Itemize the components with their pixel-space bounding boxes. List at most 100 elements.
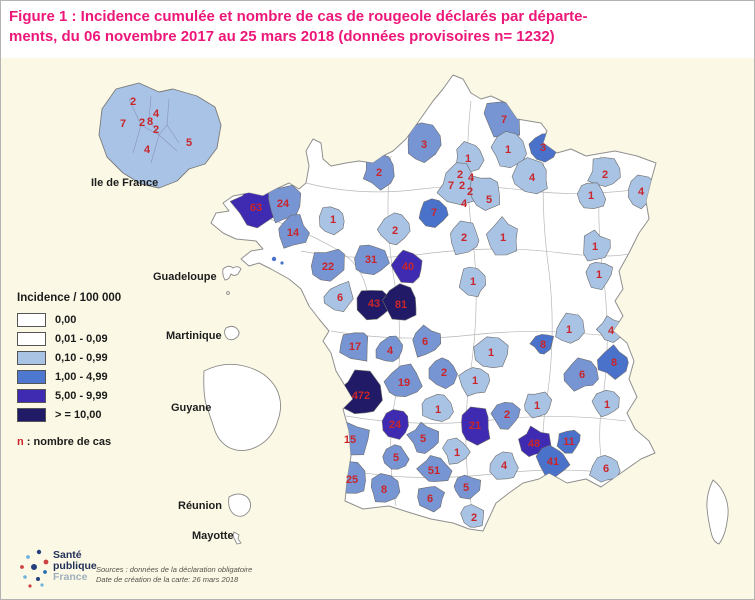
department-area bbox=[382, 444, 410, 470]
label-guadeloupe: Guadeloupe bbox=[153, 271, 217, 283]
department-area bbox=[460, 504, 485, 528]
department-area bbox=[450, 220, 480, 256]
department-area bbox=[627, 174, 656, 210]
case-count: 1 bbox=[330, 214, 336, 226]
case-count: 81 bbox=[395, 299, 407, 311]
department-area bbox=[595, 315, 626, 343]
figure-title-line1: Figure 1 : Incidence cumulée et nombre d… bbox=[9, 8, 588, 25]
legend-item-label: > = 10,00 bbox=[55, 409, 102, 421]
legend-item-label: 1,00 - 4,99 bbox=[55, 371, 108, 383]
spf-logo-line1: Santé bbox=[53, 549, 82, 561]
case-count: 7 bbox=[448, 180, 454, 192]
case-count: 4 bbox=[387, 345, 394, 357]
legend-note-n: n bbox=[17, 436, 24, 448]
case-count: 1 bbox=[596, 269, 602, 281]
legend-item: > = 10,00 bbox=[17, 408, 167, 422]
department-area bbox=[412, 324, 442, 358]
case-count: 14 bbox=[287, 227, 300, 239]
department-area bbox=[490, 131, 527, 169]
legend-swatch bbox=[17, 313, 46, 327]
case-count: 1 bbox=[604, 399, 610, 411]
case-count: 11 bbox=[563, 436, 575, 448]
case-count: 1 bbox=[472, 375, 478, 387]
case-count: 8 bbox=[540, 339, 546, 351]
department-fills bbox=[229, 101, 656, 528]
label-ile-de-france: Ile de France bbox=[91, 177, 159, 189]
martinique-shape bbox=[224, 325, 240, 341]
spf-logo-icon bbox=[20, 549, 49, 588]
department-area bbox=[339, 332, 369, 362]
case-count: 6 bbox=[579, 369, 585, 381]
inset-case-count: 2 bbox=[139, 117, 145, 129]
department-area bbox=[318, 206, 345, 236]
case-count: 24 bbox=[389, 419, 402, 431]
department-area bbox=[563, 357, 599, 392]
case-count: 5 bbox=[486, 194, 492, 206]
case-count: 4 bbox=[461, 198, 468, 210]
case-count: 63 bbox=[250, 202, 262, 214]
case-count: 7 bbox=[431, 207, 437, 219]
case-count: 5 bbox=[420, 433, 426, 445]
legend-note: n : nombre de cas bbox=[17, 436, 167, 448]
legend-swatch bbox=[17, 332, 46, 346]
spf-logo-line2: publique bbox=[53, 560, 97, 573]
case-count: 1 bbox=[435, 404, 441, 416]
case-count: 8 bbox=[611, 357, 617, 369]
figure-title-line2: ments, du 06 novembre 2017 au 25 mars 20… bbox=[9, 27, 555, 45]
case-count: 4 bbox=[638, 186, 645, 198]
department-area bbox=[524, 391, 553, 419]
department-area bbox=[406, 421, 440, 454]
figure-title: Figure 1 : Incidence cumulée et nombre d… bbox=[9, 7, 751, 47]
legend-item: 0,00 bbox=[17, 313, 167, 327]
case-count: 1 bbox=[505, 144, 511, 156]
case-count: 1 bbox=[566, 324, 572, 336]
case-count: 2 bbox=[457, 169, 463, 181]
case-count: 6 bbox=[422, 336, 428, 348]
legend-title: Incidence / 100 000 bbox=[17, 292, 122, 304]
department-area bbox=[529, 334, 554, 355]
department-area bbox=[473, 336, 509, 369]
legend-item: 0,10 - 0,99 bbox=[17, 351, 167, 365]
case-count: 2 bbox=[376, 167, 382, 179]
department-area bbox=[587, 157, 621, 187]
legend-item: 5,00 - 9,99 bbox=[17, 389, 167, 403]
case-count: 8 bbox=[381, 484, 387, 496]
department-area bbox=[436, 162, 480, 206]
case-count: 2 bbox=[467, 186, 473, 198]
case-count: 4 bbox=[608, 325, 615, 337]
department-area bbox=[416, 455, 453, 482]
legend-note-text: : nombre de cas bbox=[23, 436, 112, 448]
case-count: 1 bbox=[488, 347, 494, 359]
case-count: 19 bbox=[398, 377, 410, 389]
guadeloupe-shape bbox=[222, 265, 242, 281]
legend-swatch bbox=[17, 351, 46, 365]
department-area bbox=[278, 214, 310, 249]
case-count: 2 bbox=[461, 232, 467, 244]
case-count: 1 bbox=[470, 276, 476, 288]
department-area bbox=[556, 429, 581, 454]
case-count: 2 bbox=[392, 225, 398, 237]
case-count: 1 bbox=[465, 153, 471, 165]
department-area bbox=[591, 389, 620, 418]
inset-case-count: 5 bbox=[186, 137, 192, 149]
islet bbox=[271, 256, 277, 262]
department-area bbox=[417, 486, 446, 513]
case-count: 6 bbox=[427, 493, 433, 505]
case-count: 1 bbox=[534, 400, 540, 412]
department-area bbox=[370, 473, 401, 503]
legend: Incidence / 100 000 0,00 0,01 - 0,09 0,10 … bbox=[17, 292, 167, 448]
case-count: 3 bbox=[540, 142, 546, 154]
case-count: 43 bbox=[368, 298, 380, 310]
inset-case-count: 4 bbox=[153, 108, 160, 120]
case-count: 5 bbox=[463, 482, 469, 494]
inset-case-count: 4 bbox=[144, 144, 151, 156]
case-count: 40 bbox=[402, 261, 414, 273]
department-area bbox=[453, 474, 482, 500]
legend-item-label: 0,10 - 0,99 bbox=[55, 352, 108, 364]
department-area bbox=[390, 249, 423, 284]
case-count: 17 bbox=[349, 341, 361, 353]
guadeloupe-islet bbox=[226, 291, 230, 295]
case-count: 31 bbox=[365, 254, 377, 266]
department-area bbox=[376, 212, 411, 246]
